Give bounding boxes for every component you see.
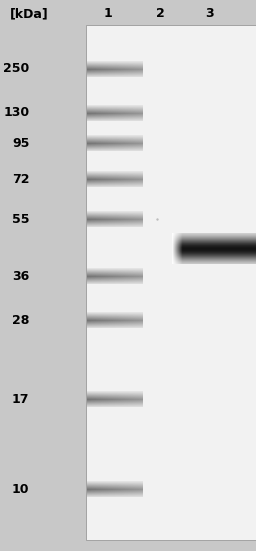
Text: 10: 10 bbox=[12, 483, 29, 496]
Text: 72: 72 bbox=[12, 172, 29, 186]
Text: 250: 250 bbox=[3, 62, 29, 75]
Bar bbox=[86, 25, 256, 540]
Text: 17: 17 bbox=[12, 393, 29, 406]
Text: 95: 95 bbox=[12, 137, 29, 150]
Text: 36: 36 bbox=[12, 270, 29, 283]
Text: 130: 130 bbox=[3, 106, 29, 120]
Text: [kDa]: [kDa] bbox=[10, 7, 49, 20]
Text: 28: 28 bbox=[12, 314, 29, 327]
Text: 1: 1 bbox=[103, 7, 112, 20]
Text: 55: 55 bbox=[12, 213, 29, 226]
Text: 2: 2 bbox=[156, 7, 164, 20]
Text: 3: 3 bbox=[206, 7, 214, 20]
